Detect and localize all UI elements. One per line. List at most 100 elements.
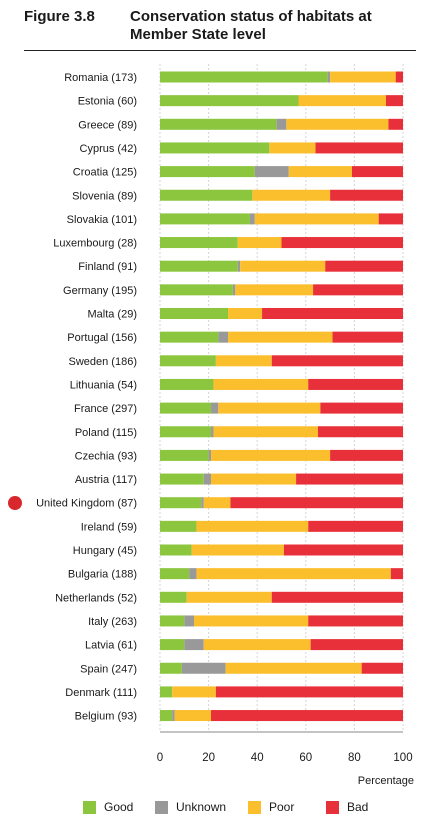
bar-segment-bad-7 xyxy=(281,237,403,249)
bar-segment-poor-2 xyxy=(286,118,389,130)
bar-segment-poor-7 xyxy=(237,237,282,249)
bar-segment-poor-16 xyxy=(211,449,331,461)
bar-segment-unknown-25 xyxy=(181,662,226,674)
bar-segment-bad-27 xyxy=(211,710,403,722)
bar-segment-bad-11 xyxy=(332,331,403,343)
bar-segment-good-12 xyxy=(160,355,216,367)
bar-segment-unknown-6 xyxy=(249,213,255,225)
bar-segment-good-20 xyxy=(160,544,192,556)
bar-segment-good-27 xyxy=(160,710,173,722)
bar-segment-bad-15 xyxy=(317,426,403,438)
bar-segment-unknown-2 xyxy=(276,118,287,130)
bar-segment-poor-3 xyxy=(269,142,316,154)
x-tick-label-3: 60 xyxy=(299,752,312,764)
bar-segment-good-18 xyxy=(160,497,202,509)
x-tick-label-1: 20 xyxy=(202,752,215,764)
chart-legend: Good Unknown Poor Bad xyxy=(0,797,439,817)
bar-segment-bad-0 xyxy=(395,71,403,83)
bar-segment-poor-9 xyxy=(235,284,314,296)
legend-item-good: Good xyxy=(83,797,133,817)
bar-segment-poor-23 xyxy=(194,615,309,627)
bar-segment-bad-1 xyxy=(385,95,403,107)
x-tick-label-2: 40 xyxy=(251,752,264,764)
legend-swatch-unknown xyxy=(155,800,168,814)
bar-segment-poor-12 xyxy=(215,355,272,367)
bar-segment-good-8 xyxy=(160,260,238,272)
bar-segment-good-26 xyxy=(160,686,173,698)
bar-segment-bad-8 xyxy=(325,260,403,272)
category-label-9: Germany (195) xyxy=(63,285,137,297)
legend-swatch-poor xyxy=(248,800,261,814)
bar-segment-bad-24 xyxy=(310,639,403,651)
category-label-23: Italy (263) xyxy=(88,616,137,628)
bar-segment-bad-14 xyxy=(320,402,403,414)
category-label-7: Luxembourg (28) xyxy=(53,238,137,250)
bar-segment-good-24 xyxy=(160,639,185,651)
bar-segment-good-19 xyxy=(160,520,197,532)
figure-header: Figure 3.8 Conservation status of habita… xyxy=(24,8,416,48)
legend-item-bad: Bad xyxy=(326,797,368,817)
bar-segment-good-10 xyxy=(160,308,229,319)
bar-segment-unknown-9 xyxy=(232,284,236,296)
bar-segment-good-0 xyxy=(160,71,328,83)
category-label-27: Belgium (93) xyxy=(75,711,137,723)
category-label-22: Netherlands (52) xyxy=(55,592,137,604)
bar-segment-poor-20 xyxy=(191,544,284,556)
bar-segment-bad-20 xyxy=(283,544,403,556)
bar-segment-poor-1 xyxy=(298,95,386,107)
bar-segment-poor-0 xyxy=(330,71,396,83)
bar-segment-bad-5 xyxy=(330,189,403,201)
category-label-25: Spain (247) xyxy=(80,663,137,675)
bar-segment-unknown-14 xyxy=(211,402,219,414)
x-tick-label-4: 80 xyxy=(348,752,361,764)
bar-segment-bad-16 xyxy=(330,449,403,461)
figure-number: Figure 3.8 xyxy=(24,8,95,25)
bar-segment-good-4 xyxy=(160,166,255,178)
bar-segment-unknown-0 xyxy=(327,71,331,83)
category-label-5: Slovenia (89) xyxy=(72,190,137,202)
category-label-18: United Kingdom (87) xyxy=(36,498,137,510)
bar-segment-bad-18 xyxy=(230,497,403,509)
category-label-17: Austria (117) xyxy=(75,474,137,486)
bar-segment-unknown-16 xyxy=(208,449,212,461)
bar-segment-bad-2 xyxy=(388,118,403,130)
category-label-14: France (297) xyxy=(74,403,137,415)
bar-segment-good-6 xyxy=(160,213,250,225)
bar-segment-bad-12 xyxy=(271,355,403,367)
bar-segment-poor-22 xyxy=(186,591,272,603)
bar-segment-bad-10 xyxy=(262,308,403,319)
bar-segment-unknown-8 xyxy=(237,260,241,272)
category-label-15: Poland (115) xyxy=(75,427,137,439)
bar-segment-good-16 xyxy=(160,449,209,461)
bar-segment-unknown-27 xyxy=(172,710,175,722)
bar-segment-good-7 xyxy=(160,237,238,249)
figure-title: Conservation status of habitats at Membe… xyxy=(130,8,372,43)
bar-segment-poor-10 xyxy=(228,308,263,319)
stacked-bar-chart: Romania (173) Estonia (60) Greece (89) Cypr… xyxy=(36,64,414,787)
bar-segment-good-3 xyxy=(160,142,270,154)
bar-segment-bad-22 xyxy=(271,591,403,603)
bar-segment-bad-3 xyxy=(315,142,403,154)
legend-swatch-good xyxy=(83,800,96,814)
bar-segment-poor-14 xyxy=(218,402,321,414)
bar-segment-poor-6 xyxy=(254,213,379,225)
bar-segment-poor-26 xyxy=(172,686,216,698)
bar-segment-poor-4 xyxy=(288,166,352,178)
bar-segment-bad-6 xyxy=(378,213,403,225)
legend-item-unknown: Unknown xyxy=(155,797,226,817)
category-label-0: Romania (173) xyxy=(64,72,137,84)
category-label-3: Cyprus (42) xyxy=(80,143,137,155)
bar-segment-good-5 xyxy=(160,189,253,201)
bar-segment-poor-19 xyxy=(196,520,309,532)
bar-segment-poor-25 xyxy=(225,662,362,674)
category-label-11: Portugal (156) xyxy=(67,332,137,344)
category-label-24: Latvia (61) xyxy=(85,640,137,652)
bar-segment-bad-26 xyxy=(215,686,403,698)
bar-segment-unknown-17 xyxy=(203,473,212,485)
bar-segment-poor-15 xyxy=(213,426,318,438)
x-axis-title: Percentage xyxy=(358,775,414,787)
bar-segment-bad-25 xyxy=(361,662,403,674)
bar-segment-unknown-11 xyxy=(218,331,229,343)
bar-segment-unknown-24 xyxy=(184,639,204,651)
bar-segment-bad-9 xyxy=(313,284,403,296)
